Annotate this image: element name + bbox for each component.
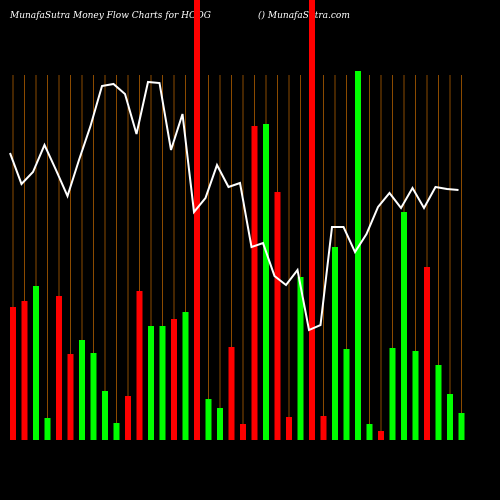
bar <box>10 307 16 440</box>
bar <box>378 431 384 440</box>
bar <box>171 319 177 440</box>
bar <box>21 301 28 440</box>
chart-title: MunafaSutra Money Flow Charts for HOOG <box>9 11 211 21</box>
bar <box>194 0 200 440</box>
bar <box>182 312 189 440</box>
bar <box>102 391 108 440</box>
bar <box>274 192 281 440</box>
bar <box>263 124 269 440</box>
bar <box>67 354 74 440</box>
chart-subtitle: () MunafaSutra.com <box>258 10 350 21</box>
bar <box>136 291 143 440</box>
bar <box>251 126 258 440</box>
bar <box>228 347 235 440</box>
bar <box>33 286 39 440</box>
bar <box>332 247 338 440</box>
bar <box>309 0 315 440</box>
bar <box>320 416 327 440</box>
bar <box>205 399 212 440</box>
bar <box>355 71 361 440</box>
bar <box>366 424 373 440</box>
bar <box>240 424 246 440</box>
bar <box>125 396 131 440</box>
bar <box>217 408 223 440</box>
bar <box>113 423 120 440</box>
bar <box>159 326 166 440</box>
bar <box>458 413 465 440</box>
bar <box>90 353 97 440</box>
bar <box>148 326 154 440</box>
bar <box>297 277 304 440</box>
bar <box>435 365 442 440</box>
bar <box>286 417 292 440</box>
flow-line <box>9 80 459 332</box>
bar <box>424 267 430 440</box>
bar <box>343 349 350 440</box>
bar <box>401 212 407 440</box>
bar <box>447 394 453 440</box>
bar <box>56 296 62 440</box>
bar <box>412 351 419 440</box>
bar <box>79 340 85 440</box>
bar <box>44 418 51 440</box>
bar <box>389 348 396 440</box>
